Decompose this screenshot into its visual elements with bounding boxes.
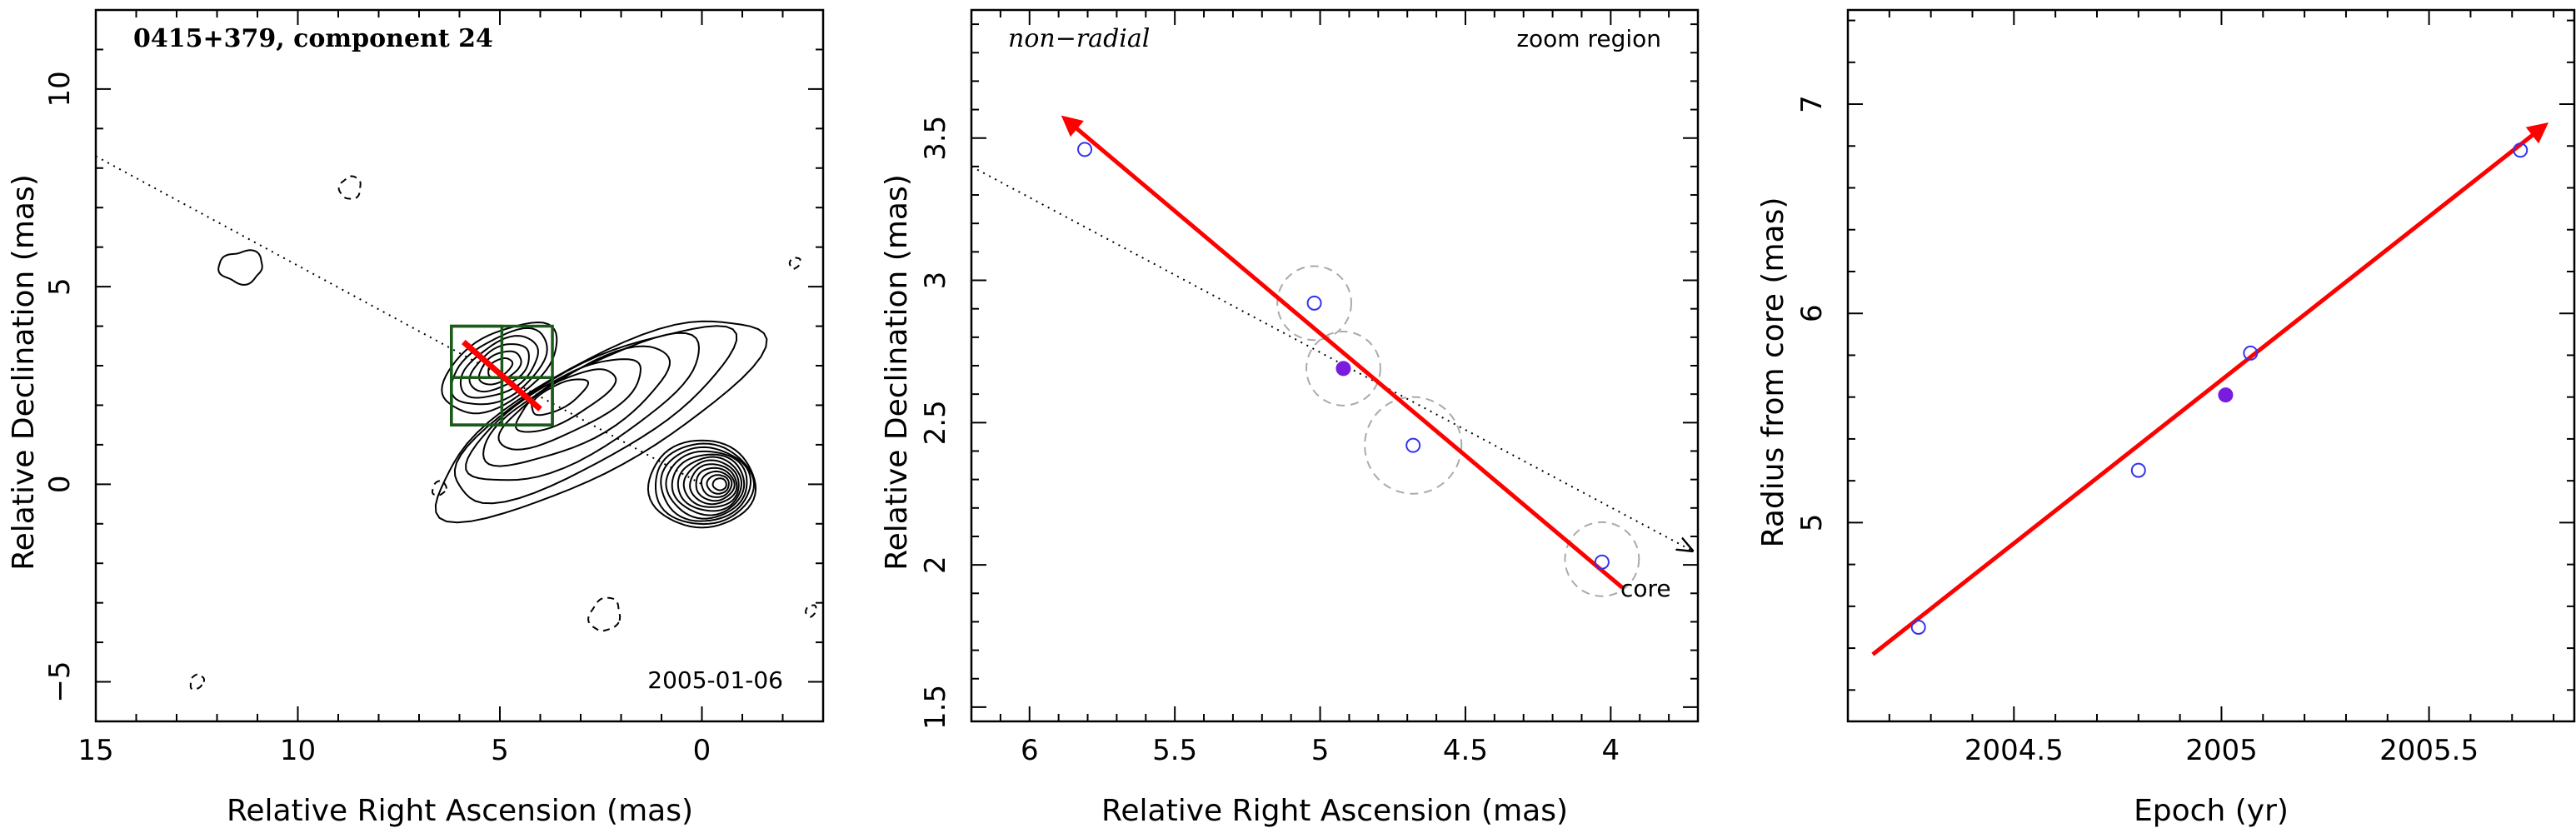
negative-contour bbox=[432, 480, 447, 496]
y-tick-label: 5 bbox=[43, 277, 77, 296]
panel-title: non−radial bbox=[1008, 24, 1150, 53]
negative-contour bbox=[587, 596, 622, 632]
data-point bbox=[2243, 345, 2259, 361]
panel-title: 0415+379, component 24 bbox=[133, 24, 493, 53]
core-contour bbox=[660, 446, 752, 522]
data-point bbox=[2513, 142, 2529, 158]
core-contour bbox=[695, 466, 736, 502]
x-axis-title: Relative Right Ascension (mas) bbox=[1101, 794, 1568, 828]
y-tick-label: 1.5 bbox=[919, 685, 952, 730]
core-contour bbox=[682, 459, 740, 508]
jet-contour bbox=[531, 378, 589, 416]
core-contour bbox=[711, 477, 727, 491]
x-tick-label: 2004.5 bbox=[1964, 734, 2064, 767]
date-annotation: 2005-01-06 bbox=[647, 666, 783, 694]
y-tick-label: 6 bbox=[1795, 304, 1829, 322]
core-contour bbox=[706, 474, 730, 495]
x-tick-label: 5 bbox=[1311, 734, 1330, 767]
y-tick-label: 7 bbox=[1795, 95, 1829, 113]
velocity-vector bbox=[462, 339, 542, 412]
overlay-group bbox=[1871, 122, 2549, 656]
y-axis-title: Relative Declination (mas) bbox=[7, 174, 41, 571]
x-tick-label: 2005.5 bbox=[2379, 734, 2479, 767]
data-point-filled bbox=[2218, 387, 2234, 403]
x-tick-label: 4 bbox=[1602, 734, 1620, 767]
uncertainty-circle bbox=[1364, 396, 1463, 495]
x-tick-label: 5.5 bbox=[1152, 734, 1197, 767]
uncertainty-circle bbox=[1305, 331, 1381, 407]
data-point bbox=[1594, 554, 1610, 570]
x-tick-label: 6 bbox=[1021, 734, 1039, 767]
negative-contour bbox=[788, 257, 801, 271]
x-tick-label: 10 bbox=[280, 734, 316, 767]
core-contour bbox=[689, 463, 738, 506]
velocity-vector bbox=[1061, 115, 1624, 590]
panel-zoom-positions: 6 5.5 5 4.5 4 1.5 2 2.5 3 3.5 non−radial zoom reg… bbox=[880, 8, 1700, 828]
panel-radius-vs-epoch: 2004.5 2005 2005.5 5 6 7 Epoch (yr) Radius fr… bbox=[1756, 8, 2576, 828]
data-point bbox=[1306, 295, 1322, 311]
negative-contour bbox=[805, 604, 817, 618]
contour-lines bbox=[189, 175, 817, 691]
data-point bbox=[1910, 619, 1926, 635]
data-point bbox=[1405, 437, 1421, 453]
zoom-region-annotation: zoom region bbox=[1516, 25, 1661, 52]
knot-contour bbox=[450, 327, 548, 406]
y-tick-label: 10 bbox=[43, 71, 77, 107]
y-axis-title: Radius from core (mas) bbox=[1756, 197, 1790, 548]
y-tick-label: 3 bbox=[919, 272, 952, 290]
y-tick-label: 0 bbox=[43, 476, 77, 494]
knot-contour bbox=[477, 350, 522, 386]
y-axis-title: Relative Declination (mas) bbox=[880, 174, 914, 571]
data-point bbox=[1077, 142, 1093, 157]
x-tick-label: 5 bbox=[491, 734, 509, 767]
y-tick-label: 2 bbox=[919, 556, 952, 574]
core-contour bbox=[646, 439, 757, 529]
negative-contour bbox=[189, 673, 205, 691]
knot-contour bbox=[459, 335, 539, 399]
core-contour bbox=[655, 442, 756, 526]
x-tick-label: 0 bbox=[693, 734, 711, 767]
uncertainty-circle bbox=[1564, 521, 1640, 597]
plot-frame bbox=[970, 8, 1700, 723]
axes-frame: 2004.5 2005 2005.5 5 6 7 bbox=[1795, 8, 2576, 767]
isolated-contour bbox=[217, 249, 263, 287]
fit-line-arrow bbox=[1871, 122, 2549, 656]
overlay-group bbox=[971, 115, 1692, 597]
knot-contour bbox=[468, 343, 530, 393]
axes-frame: 6 5.5 5 4.5 4 1.5 2 2.5 3 3.5 bbox=[919, 8, 1700, 767]
jet-contour bbox=[453, 325, 738, 505]
y-tick-label: 2.5 bbox=[919, 400, 952, 445]
core-contour bbox=[671, 453, 746, 516]
plot-frame bbox=[1846, 8, 2576, 723]
data-point-filled bbox=[1335, 361, 1351, 377]
negative-contour bbox=[337, 175, 362, 200]
data-point bbox=[2130, 462, 2146, 478]
core-label: core bbox=[1620, 575, 1671, 602]
y-tick-label: −5 bbox=[43, 661, 77, 702]
overlay-group bbox=[95, 155, 702, 486]
x-tick-label: 2005 bbox=[2185, 734, 2258, 767]
y-tick-label: 5 bbox=[1795, 514, 1829, 532]
uncertainty-circle bbox=[1276, 265, 1352, 342]
x-axis-title: Epoch (yr) bbox=[2134, 794, 2289, 828]
core-contour bbox=[700, 470, 733, 498]
jet-contour bbox=[515, 368, 617, 433]
x-axis-title: Relative Right Ascension (mas) bbox=[227, 794, 693, 828]
jet-contour bbox=[497, 358, 642, 451]
core-contour bbox=[665, 450, 748, 520]
axes-frame: 15 10 5 0 −5 0 5 10 bbox=[43, 8, 825, 767]
jet-contour bbox=[482, 345, 671, 467]
radial-direction-arrow bbox=[971, 165, 1692, 551]
y-tick-label: 3.5 bbox=[919, 116, 952, 161]
x-tick-label: 4.5 bbox=[1443, 734, 1488, 767]
jet-contour bbox=[434, 320, 768, 524]
core-contour bbox=[676, 456, 743, 512]
x-tick-label: 15 bbox=[77, 734, 113, 767]
radial-direction-line bbox=[95, 155, 702, 486]
panel-contour-map: 15 10 5 0 −5 0 5 10 0415+379, component 24 2005… bbox=[7, 8, 825, 828]
